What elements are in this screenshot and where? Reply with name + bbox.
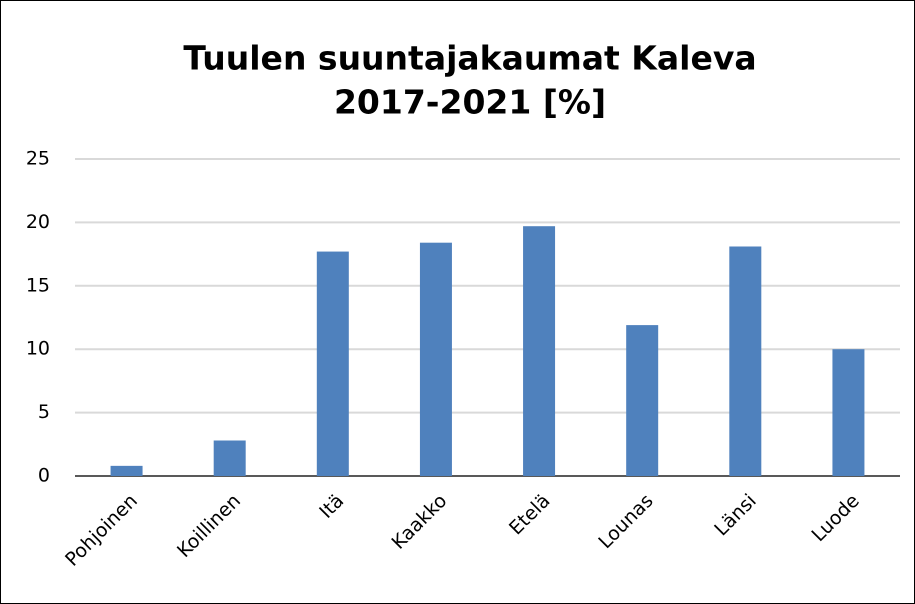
y-tick-label: 20 <box>26 211 50 233</box>
y-tick-label: 5 <box>38 401 50 423</box>
bar <box>110 465 143 476</box>
bar <box>729 246 762 476</box>
y-tick-label: 10 <box>26 338 50 360</box>
bar <box>213 440 246 476</box>
bar <box>316 251 349 476</box>
chart-title: 2017-2021 [%] <box>334 83 606 122</box>
y-tick-label: 15 <box>26 274 50 296</box>
y-tick-label: 25 <box>26 148 50 170</box>
bar <box>523 226 556 476</box>
chart-title: Tuulen suuntajakaumat Kaleva <box>183 39 756 78</box>
bar <box>626 325 659 476</box>
bar <box>832 349 865 476</box>
bar <box>419 242 452 476</box>
y-tick-label: 0 <box>38 465 50 487</box>
